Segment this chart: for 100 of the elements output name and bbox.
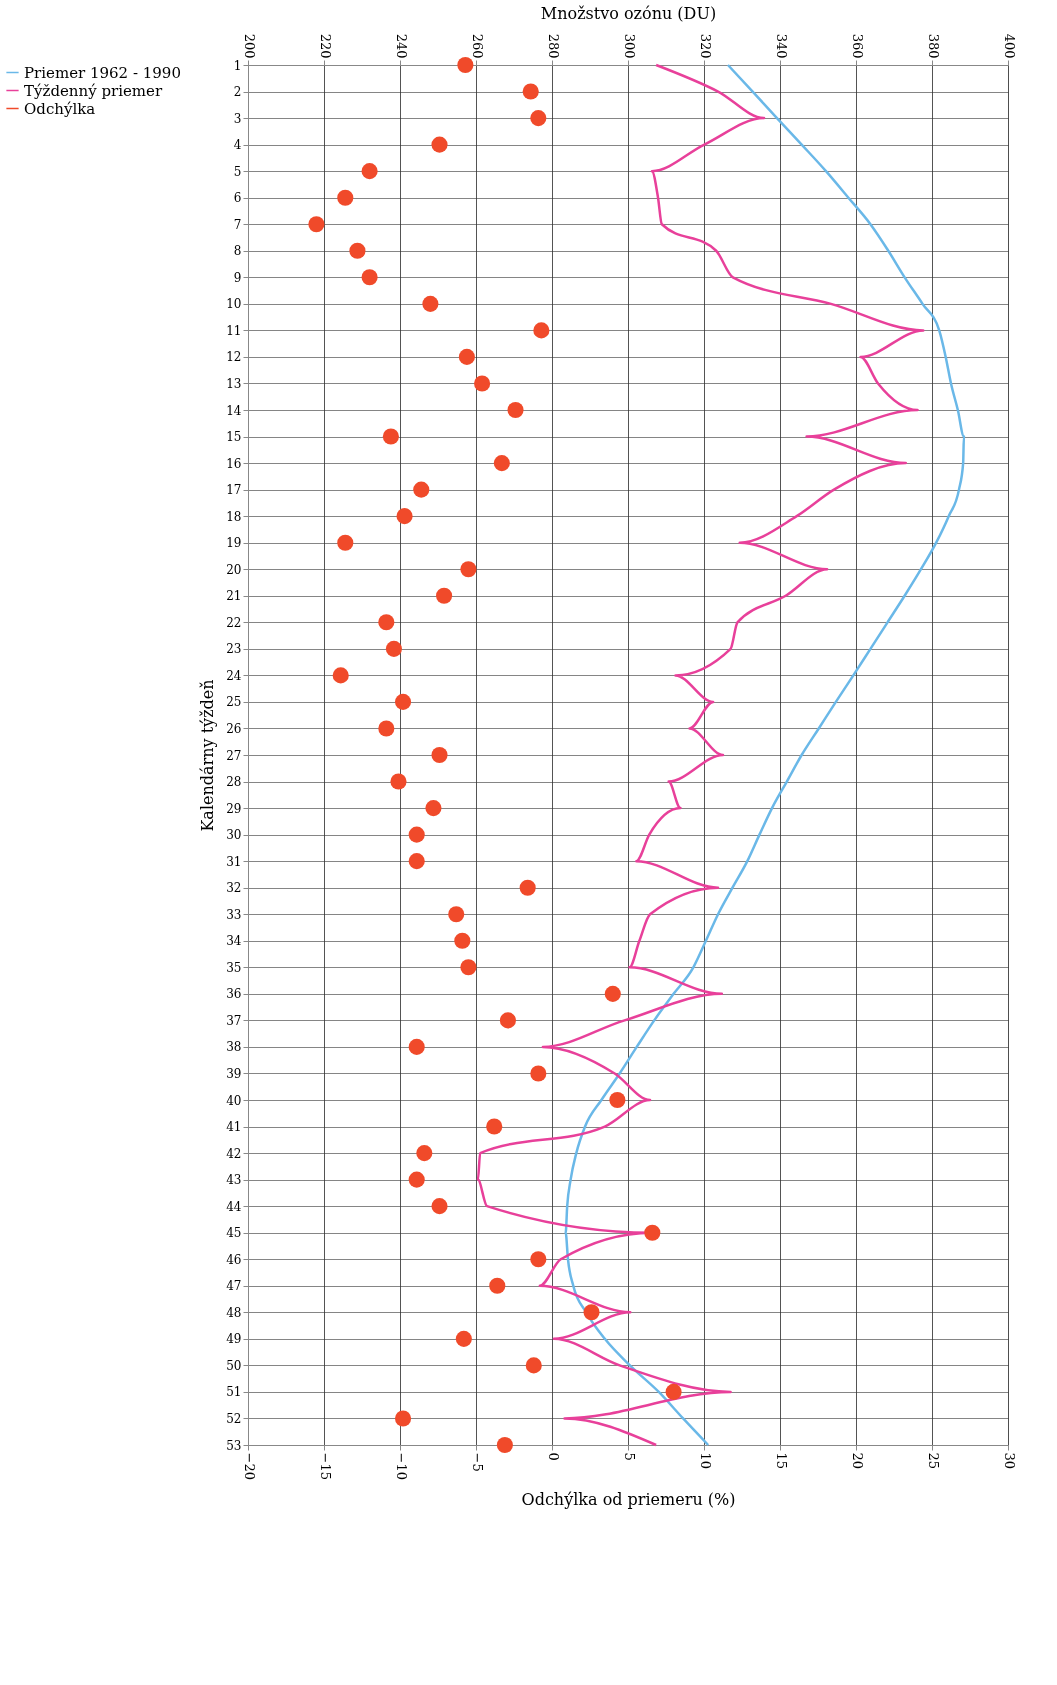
point — [378, 614, 395, 631]
point — [431, 136, 448, 153]
point — [394, 693, 412, 710]
point — [609, 1091, 626, 1109]
point — [496, 1436, 513, 1454]
y-tick-label: 49 — [226, 1332, 242, 1347]
point — [422, 295, 439, 312]
y-tick-label: 45 — [226, 1226, 242, 1241]
point — [361, 269, 378, 286]
point — [408, 1171, 425, 1188]
point — [493, 455, 510, 472]
y-tick-label: 1 — [233, 58, 242, 73]
x2-tick-label: 380 — [925, 33, 941, 59]
point — [522, 83, 539, 100]
x-tick-label: −10 — [393, 1452, 409, 1480]
y-tick-label: 8 — [233, 244, 242, 259]
legend-label: Priemer 1962 - 1990 — [24, 63, 181, 82]
point — [308, 216, 325, 233]
x2-tick-label: 200 — [241, 33, 257, 59]
point — [530, 1065, 547, 1082]
y-tick-label: 24 — [226, 668, 242, 683]
point — [390, 773, 407, 790]
x2-tick-label: 260 — [469, 33, 485, 59]
legend-label: Odchýlka — [24, 99, 96, 118]
y-tick-label: 10 — [226, 297, 242, 312]
point — [349, 242, 366, 259]
y-tick-label: 21 — [226, 589, 242, 604]
y-tick-label: 2 — [233, 85, 242, 100]
y-tick-label: 52 — [226, 1411, 242, 1426]
point — [507, 401, 524, 419]
y-tick-label: 13 — [226, 376, 242, 391]
point — [448, 906, 465, 923]
point — [525, 1357, 542, 1374]
point — [665, 1383, 682, 1400]
legend-label: Týždenný priemer — [24, 81, 163, 100]
point — [489, 1277, 506, 1294]
y-tick-label: 4 — [233, 138, 242, 153]
y-tick-label: 7 — [233, 217, 242, 232]
y-tick-label: 35 — [226, 960, 242, 975]
x-tick-label: 30 — [1001, 1452, 1017, 1470]
y-tick-label: 5 — [233, 164, 242, 179]
point — [382, 428, 399, 445]
point — [519, 879, 536, 896]
y-tick-label: 36 — [226, 987, 242, 1002]
y-tick-label: 26 — [226, 721, 242, 736]
y-tick-label: 23 — [226, 642, 242, 657]
y-tick-label: 9 — [233, 270, 242, 285]
point — [583, 1304, 600, 1321]
point — [378, 720, 395, 737]
x-tick-label: 5 — [621, 1452, 637, 1461]
x-tick-label: −20 — [241, 1452, 257, 1480]
y-tick-label: 41 — [226, 1120, 242, 1135]
y-tick-label: 22 — [226, 615, 242, 630]
y-tick-label: 48 — [226, 1305, 242, 1320]
point — [499, 1012, 516, 1029]
x-tick-label: 10 — [697, 1452, 713, 1470]
point — [385, 640, 402, 657]
point — [408, 826, 425, 843]
point — [604, 985, 621, 1002]
y-tick-label: 33 — [226, 907, 242, 922]
y-tick-label: 18 — [226, 509, 242, 524]
point — [530, 1251, 547, 1268]
point — [337, 534, 354, 551]
y-tick-label: 12 — [226, 350, 242, 365]
point — [408, 853, 425, 870]
y-tick-label: 16 — [226, 456, 242, 471]
y-tick-label: 15 — [226, 430, 242, 445]
point — [486, 1118, 503, 1135]
point — [644, 1224, 661, 1241]
x2-tick-label: 300 — [621, 33, 637, 59]
y-tick-label: 42 — [226, 1146, 242, 1161]
y-tick-label: 46 — [226, 1252, 242, 1267]
y-tick-label: 44 — [226, 1199, 242, 1214]
point — [394, 1410, 412, 1427]
x2-tick-label: 220 — [317, 33, 333, 59]
point — [460, 959, 477, 976]
x-tick-label: 15 — [773, 1452, 789, 1470]
y-tick-label: 50 — [226, 1358, 242, 1373]
x2-tick-label: 280 — [545, 33, 561, 59]
y-tick-label: 25 — [226, 695, 242, 710]
point — [413, 481, 430, 498]
y-tick-label: 40 — [226, 1093, 242, 1108]
point — [533, 322, 550, 339]
x2-axis-title: Množstvo ozónu (DU) — [540, 3, 717, 23]
y-tick-label: 30 — [226, 828, 242, 843]
y-tick-label: 43 — [226, 1173, 242, 1188]
y-tick-label: 27 — [226, 748, 242, 763]
y-tick-label: 53 — [226, 1438, 242, 1453]
y-tick-label: 47 — [226, 1279, 242, 1294]
point — [431, 746, 448, 764]
x2-tick-label: 320 — [697, 33, 713, 59]
x-tick-label: 0 — [545, 1452, 561, 1461]
x2-tick-label: 360 — [849, 33, 865, 59]
point — [436, 587, 453, 604]
x-tick-label: 25 — [925, 1452, 941, 1470]
point — [530, 110, 547, 127]
x-tick-label: −15 — [317, 1452, 333, 1480]
point — [408, 1038, 425, 1055]
point — [458, 348, 475, 365]
point — [454, 932, 471, 949]
